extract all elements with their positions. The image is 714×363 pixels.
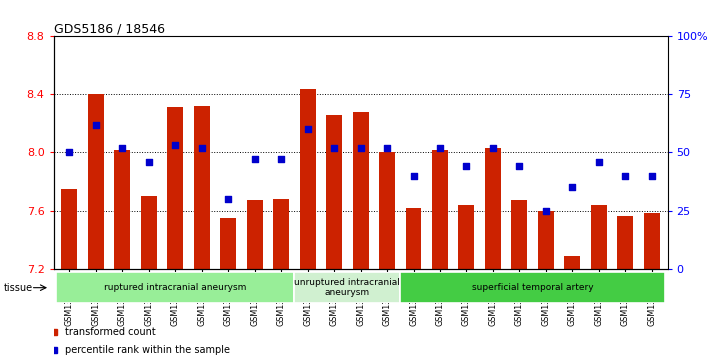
Bar: [56, 272, 294, 303]
Point: [90, 122, 101, 127]
Point: [276, 156, 287, 162]
Point: [249, 156, 261, 162]
Text: GDS5186 / 18546: GDS5186 / 18546: [54, 22, 164, 35]
Bar: [88, 94, 104, 269]
Bar: [401, 272, 665, 303]
Point: [513, 163, 525, 169]
Bar: [406, 208, 421, 269]
Point: [381, 145, 393, 151]
Bar: [326, 115, 342, 269]
Text: tissue: tissue: [4, 283, 33, 293]
Bar: [485, 148, 501, 269]
Point: [170, 143, 181, 148]
Bar: [273, 199, 289, 269]
Point: [64, 150, 75, 155]
Text: ruptured intracranial aneurysm: ruptured intracranial aneurysm: [104, 283, 246, 292]
Bar: [432, 150, 448, 269]
Bar: [618, 216, 633, 269]
Point: [223, 196, 234, 202]
Bar: [167, 107, 183, 269]
Point: [540, 208, 551, 213]
Bar: [511, 200, 528, 269]
Bar: [247, 200, 263, 269]
Point: [646, 173, 658, 179]
Bar: [294, 272, 401, 303]
Bar: [379, 152, 395, 269]
Bar: [564, 256, 580, 269]
Text: unruptured intracranial
aneurysm: unruptured intracranial aneurysm: [294, 278, 401, 297]
Point: [355, 145, 366, 151]
Text: percentile rank within the sample: percentile rank within the sample: [65, 345, 230, 355]
Bar: [538, 211, 554, 269]
Bar: [61, 189, 77, 269]
Bar: [193, 106, 210, 269]
Bar: [141, 196, 157, 269]
Bar: [353, 112, 368, 269]
Point: [593, 159, 605, 165]
Point: [487, 145, 498, 151]
Bar: [458, 205, 474, 269]
Point: [196, 145, 208, 151]
Point: [620, 173, 631, 179]
Point: [328, 145, 340, 151]
Text: transformed count: transformed count: [65, 327, 156, 337]
Bar: [114, 150, 130, 269]
Bar: [644, 213, 660, 269]
Point: [302, 126, 313, 132]
Point: [461, 163, 472, 169]
Point: [408, 173, 419, 179]
Point: [434, 145, 446, 151]
Point: [116, 145, 128, 151]
Bar: [221, 218, 236, 269]
Point: [143, 159, 154, 165]
Bar: [590, 205, 607, 269]
Bar: [300, 89, 316, 269]
Point: [567, 184, 578, 190]
Text: superficial temporal artery: superficial temporal artery: [472, 283, 593, 292]
